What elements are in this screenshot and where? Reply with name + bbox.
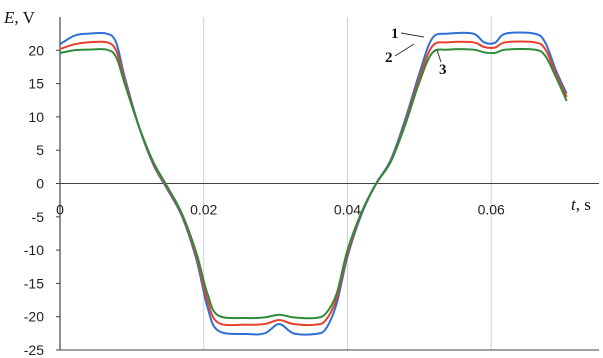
x-axis-title: t, s — [571, 195, 591, 214]
y-tick-label: 15 — [28, 76, 44, 92]
y-tick-labels: 20 15 10 5 0 -5 -10 -15 -20 -25 — [24, 42, 60, 358]
series-3-line — [59, 48, 568, 320]
y-tick-label: 5 — [36, 142, 44, 158]
y-axis-variable: E — [3, 8, 15, 27]
x-axis-variable: t — [571, 195, 577, 214]
y-tick-label: -25 — [24, 342, 44, 358]
x-axis-unit: , s — [576, 195, 591, 214]
y-tick-label: 0 — [36, 176, 44, 192]
x-tick-labels: 0 0.02 0.04 0.06 — [56, 202, 505, 218]
y-tick-label: 20 — [28, 42, 44, 58]
series-2-leader — [394, 43, 415, 57]
series-lines — [59, 31, 568, 336]
x-tick-label: 0.06 — [478, 202, 505, 218]
series-2-label: 2 — [385, 50, 393, 66]
series-3-leader — [436, 49, 442, 63]
y-tick-label: 10 — [28, 109, 44, 125]
series-3-label: 3 — [439, 62, 447, 78]
y-tick-label: -5 — [32, 209, 45, 225]
y-tick-label: -15 — [24, 275, 44, 291]
x-tick-label: 0.02 — [190, 202, 217, 218]
series-1-leader — [400, 32, 425, 38]
x-tick-label: 0.04 — [334, 202, 361, 218]
y-axis-title: E, V — [3, 8, 36, 27]
series-1-label: 1 — [391, 26, 399, 42]
x-tick-label: 0 — [56, 202, 64, 218]
series-label-leaders — [394, 32, 442, 63]
y-axis-unit: , V — [14, 8, 35, 27]
y-tick-label: -20 — [24, 309, 44, 325]
y-tick-label: -10 — [24, 242, 44, 258]
